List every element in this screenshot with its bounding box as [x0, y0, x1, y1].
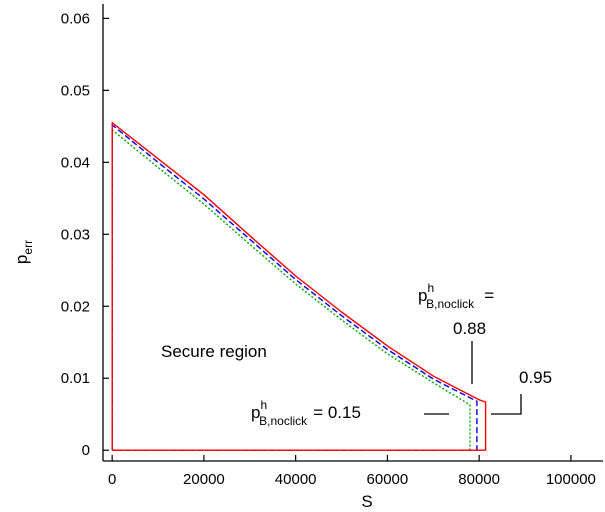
y-axis-label: perr: [12, 240, 35, 264]
y-tick-label: 0.02: [61, 298, 90, 315]
x-axis-label: S: [361, 492, 372, 511]
x-tick-label: 80000: [458, 471, 500, 488]
x-tick-label: 20000: [183, 471, 225, 488]
series-line: [111, 121, 487, 451]
y-tick-label: 0.06: [61, 10, 90, 27]
annotation-top-label: ph B,noclick =: [418, 281, 494, 311]
axes: 0 0.01 0.02 0.03 0.04 0.05 0.06 0 20000 40000 6000…: [61, 4, 603, 488]
y-tick-label: 0: [82, 442, 90, 459]
annotation-right-value: 0.95: [519, 368, 552, 387]
x-tick-label: 60000: [367, 471, 409, 488]
annotation-left-label: ph B,noclick = 0.15: [251, 398, 361, 428]
annotation-right-leader: [491, 394, 522, 415]
x-tick-label: 100000: [546, 471, 596, 488]
annotation-top-value: 0.88: [453, 319, 486, 338]
y-tick-label: 0.01: [61, 370, 90, 387]
y-tick-label: 0.05: [61, 82, 90, 99]
series-layer: [111, 121, 487, 451]
series-line: [111, 129, 471, 451]
x-tick-label: 40000: [275, 471, 317, 488]
series-line: [111, 124, 478, 451]
secure-region-label: Secure region: [161, 342, 267, 361]
y-tick-label: 0.04: [61, 154, 90, 171]
y-tick-label: 0.03: [61, 226, 90, 243]
x-tick-label: 0: [108, 471, 116, 488]
